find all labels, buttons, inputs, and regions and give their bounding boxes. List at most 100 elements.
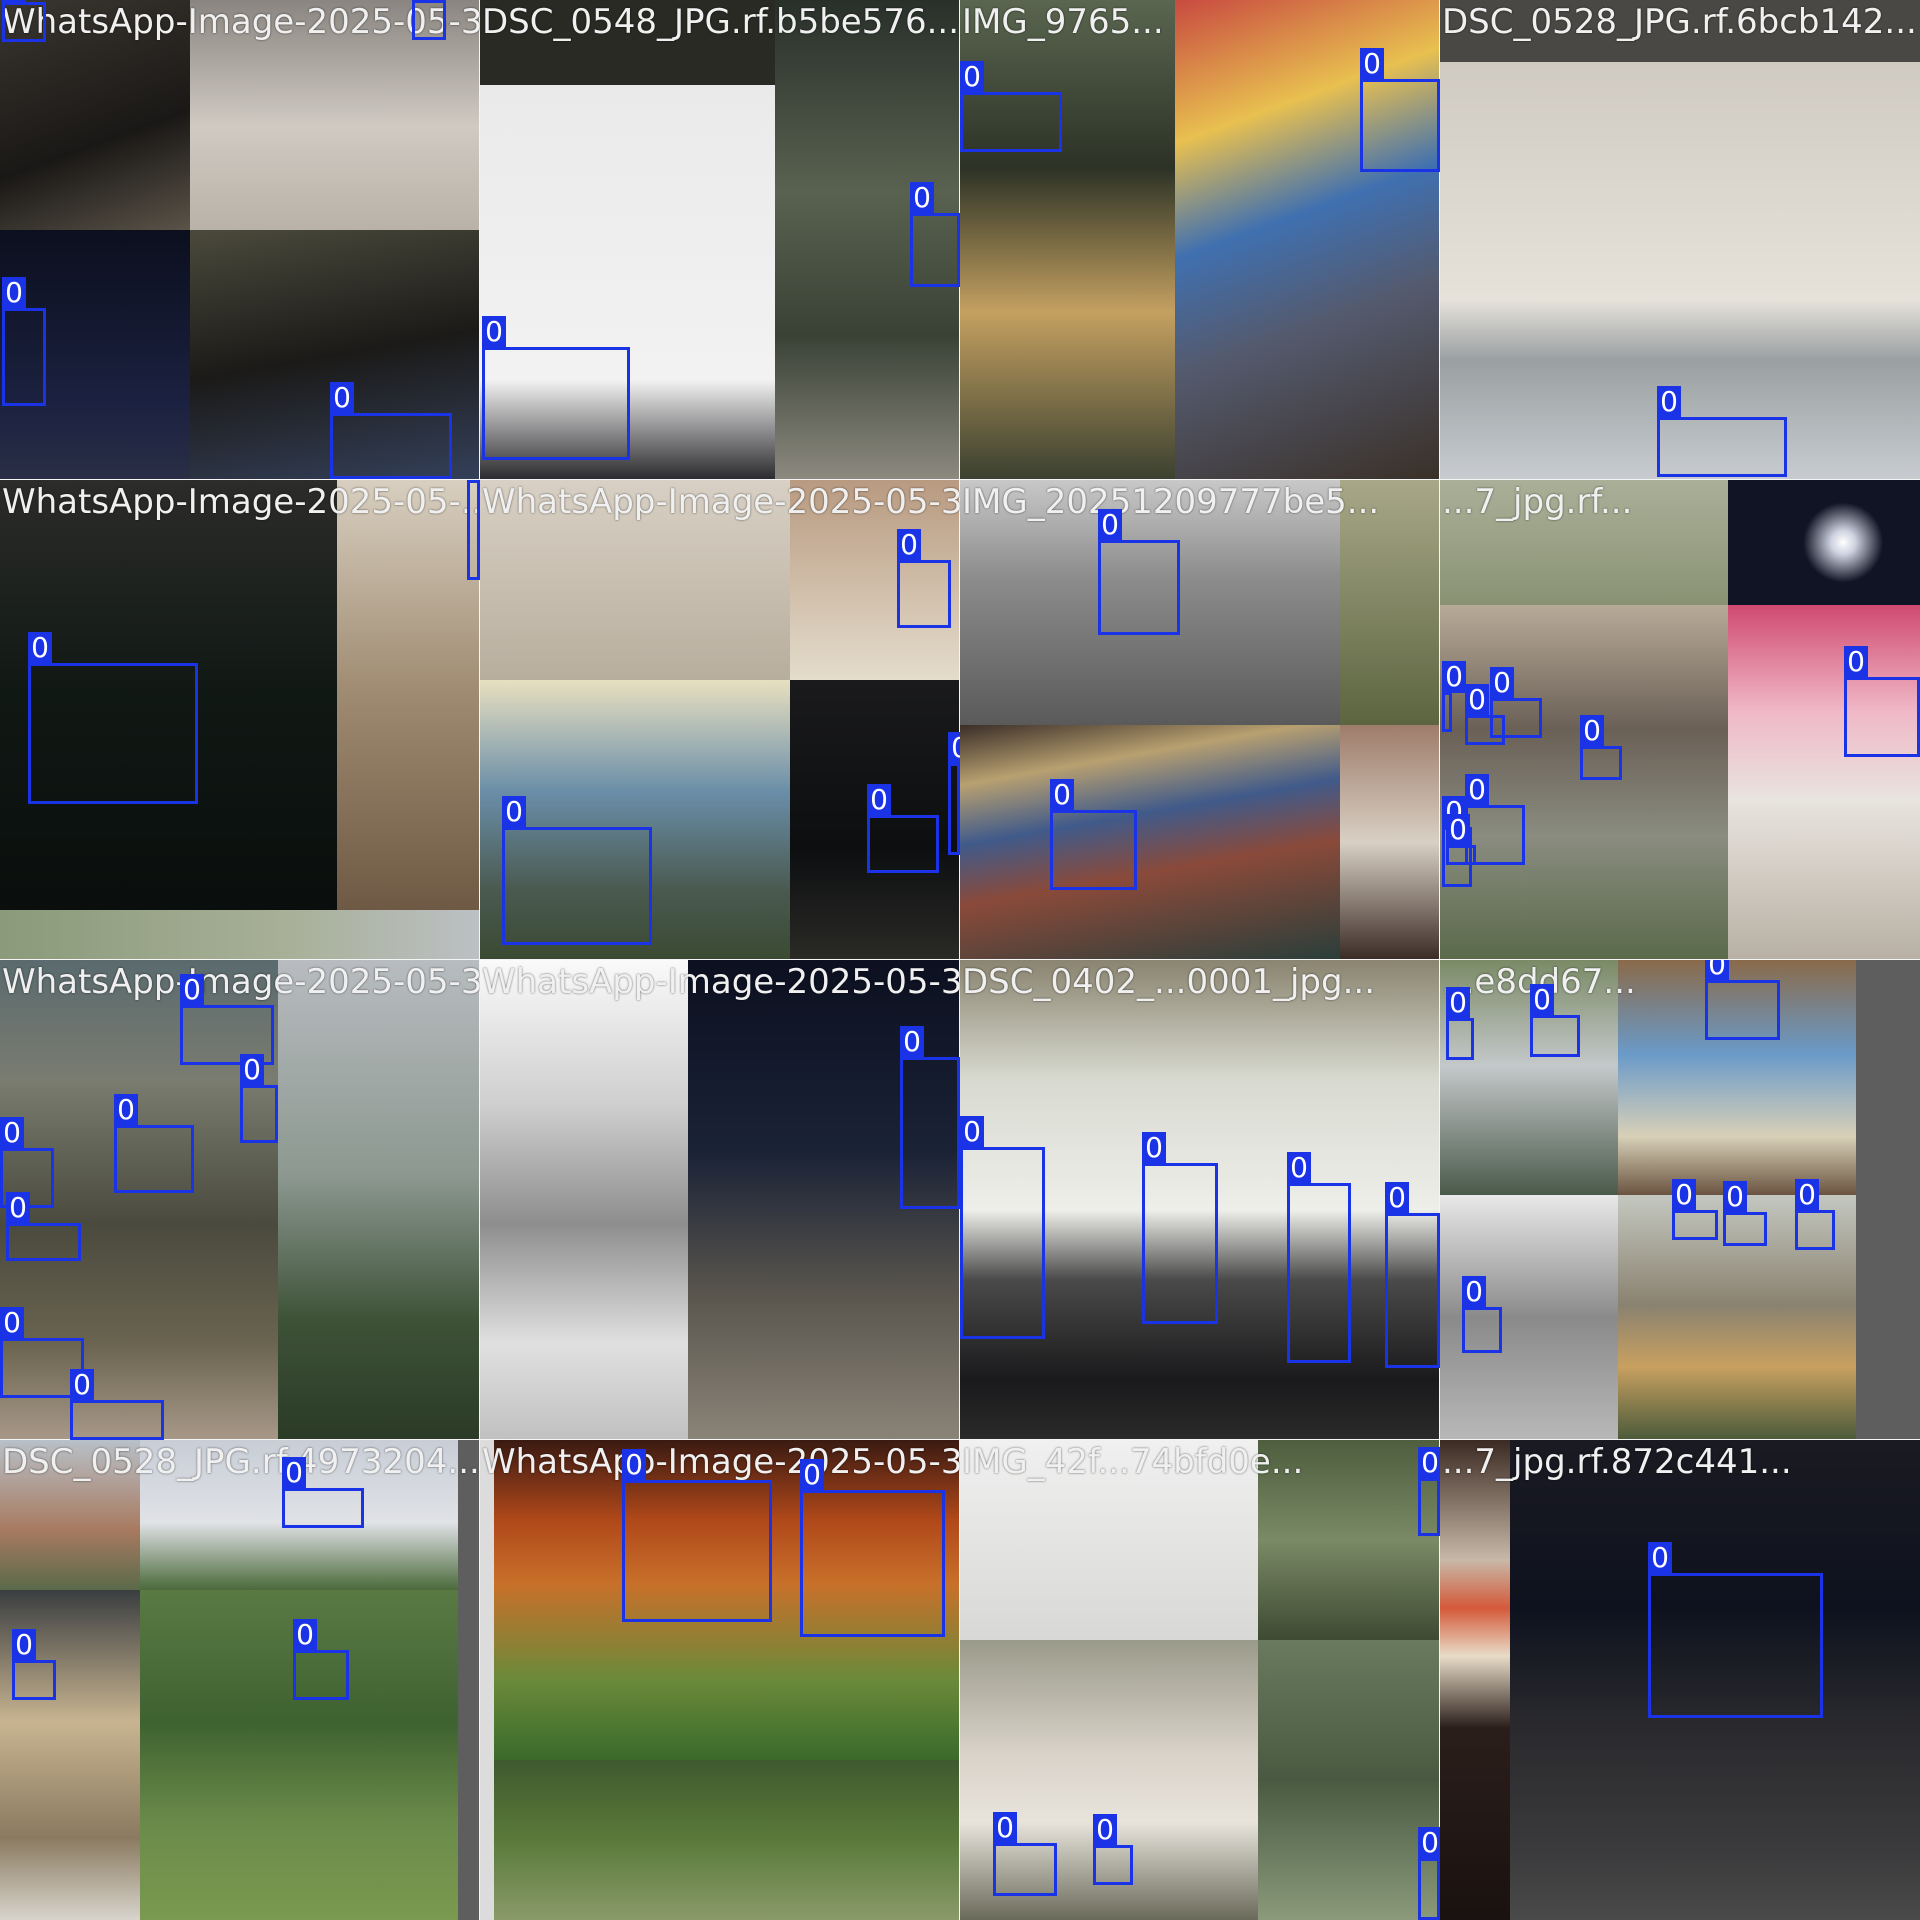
mosaic-tile: WhatsApp-Image-2025-05-30-at-... 0 0 bbox=[479, 1439, 961, 1920]
detection-box: 0 bbox=[2, 0, 46, 42]
class-label: 0 bbox=[948, 732, 960, 764]
detection-box: 0 bbox=[1050, 779, 1137, 890]
mosaic-tile: DSC_0528_JPG.rf.4973204... 0 0 0 bbox=[0, 1439, 481, 1920]
detection-box: 0 bbox=[960, 1116, 1045, 1339]
class-label: 0 bbox=[330, 382, 354, 414]
class-label: 0 bbox=[0, 1117, 24, 1149]
detection-box: 0 bbox=[12, 1629, 56, 1700]
detection-box: 0 bbox=[240, 1054, 278, 1143]
class-label: 0 bbox=[1446, 814, 1470, 846]
class-label: 0 bbox=[993, 1812, 1017, 1844]
class-label: 0 bbox=[1530, 984, 1554, 1016]
detection-box: 0 bbox=[867, 784, 939, 873]
mosaic-tile: WhatsApp-Image-2025-05-30-at-... 0 0 0 0 bbox=[479, 479, 961, 961]
class-label: 0 bbox=[1648, 1542, 1672, 1574]
class-label: 0 bbox=[114, 1094, 138, 1126]
mosaic-tile: ...7_jpg.rf.872c441... 0 bbox=[1439, 1439, 1920, 1920]
mosaic-tile: DSC_0548_JPG.rf.b5be576... 0 0 bbox=[479, 0, 961, 481]
detection-box: 0 bbox=[114, 1094, 194, 1193]
class-label: 0 bbox=[960, 61, 984, 93]
detection-box: 0 bbox=[900, 1026, 960, 1209]
class-label: 0 bbox=[2, 277, 26, 309]
class-label: 0 bbox=[800, 1459, 824, 1491]
class-label: 0 bbox=[1490, 667, 1514, 699]
class-label: 0 bbox=[1723, 1181, 1747, 1213]
class-label: 0 bbox=[622, 1449, 646, 1481]
class-label: 0 bbox=[6, 1192, 30, 1224]
detection-box: 0 bbox=[960, 61, 1062, 152]
class-label: 0 bbox=[1442, 661, 1466, 693]
detection-box: 0 bbox=[1360, 48, 1440, 172]
mosaic-tile: DSC_0402_...0001_jpg... 0 0 0 0 bbox=[959, 959, 1441, 1441]
mosaic-tile: WhatsApp-Image-2025-05-30-at-... 0 0 0 0 bbox=[0, 0, 481, 481]
class-label: 0 bbox=[1446, 987, 1470, 1019]
detection-box: 0 bbox=[1844, 646, 1920, 757]
class-label: 0 bbox=[1142, 1132, 1166, 1164]
class-label: 0 bbox=[28, 632, 52, 664]
mosaic-tile: WhatsApp-Image-2025-05-30-... 0 0 0 0 0 … bbox=[0, 959, 481, 1441]
class-label: 0 bbox=[960, 1116, 984, 1148]
detection-box: 0 bbox=[467, 480, 480, 580]
class-label: 0 bbox=[867, 784, 891, 816]
detection-box: 0 bbox=[1705, 960, 1780, 1040]
class-label: 0 bbox=[1098, 509, 1122, 541]
class-label: 0 bbox=[1287, 1152, 1311, 1184]
detection-box: 0 bbox=[910, 182, 960, 287]
detection-box: 0 bbox=[70, 1369, 164, 1440]
detection-box: 0 bbox=[1580, 715, 1622, 780]
class-label: 0 bbox=[897, 529, 921, 561]
class-label: 0 bbox=[467, 480, 480, 481]
class-label: 0 bbox=[1795, 1179, 1819, 1211]
class-label: 0 bbox=[1360, 48, 1384, 80]
class-label: 0 bbox=[0, 1307, 24, 1339]
detection-box: 0 bbox=[1462, 1276, 1502, 1353]
detection-box: 0 bbox=[293, 1619, 349, 1700]
detection-box: 0 bbox=[948, 732, 960, 855]
detection-box: 0 bbox=[1648, 1542, 1823, 1718]
class-label: 0 bbox=[482, 316, 506, 348]
detection-box: 0 bbox=[6, 1192, 81, 1261]
mosaic-tile: ...e8dd67... 0 0 0 0 0 0 0 bbox=[1439, 959, 1920, 1441]
class-label: 0 bbox=[900, 1026, 924, 1058]
class-label: 0 bbox=[1050, 779, 1074, 811]
detection-box: 0 bbox=[1672, 1179, 1718, 1240]
class-label: 0 bbox=[910, 182, 934, 214]
class-label: 0 bbox=[1462, 1276, 1486, 1308]
class-label: 0 bbox=[1844, 646, 1868, 678]
class-label: 0 bbox=[70, 1369, 94, 1401]
class-label: 0 bbox=[1705, 960, 1729, 981]
detection-box: 0 bbox=[1418, 1447, 1440, 1536]
detection-box: 0 bbox=[1093, 1814, 1133, 1885]
detection-box: 0 bbox=[1446, 814, 1476, 865]
class-label: 0 bbox=[1093, 1814, 1117, 1846]
detection-box: 0 bbox=[1490, 667, 1542, 738]
detection-box: 0 bbox=[1795, 1179, 1835, 1250]
detection-box: 0 bbox=[1098, 509, 1180, 635]
class-label: 0 bbox=[502, 796, 526, 828]
detection-box: 0 bbox=[1530, 984, 1580, 1057]
detection-box: 0 bbox=[502, 796, 652, 945]
detection-box: 0 bbox=[1446, 987, 1474, 1060]
detection-box: 0 bbox=[482, 316, 630, 460]
class-label: 0 bbox=[240, 1054, 264, 1086]
mosaic-tile: IMG_9765... 0 0 bbox=[959, 0, 1441, 481]
detection-box: 0 bbox=[282, 1457, 364, 1528]
detection-box: 0 bbox=[0, 1307, 84, 1398]
detection-box: 0 bbox=[1287, 1152, 1351, 1363]
detection-box: 0 bbox=[330, 382, 452, 479]
class-label: 0 bbox=[1418, 1827, 1440, 1859]
detection-box: 0 bbox=[412, 0, 446, 40]
class-label: 0 bbox=[1418, 1447, 1440, 1479]
detection-box: 0 bbox=[993, 1812, 1057, 1896]
detection-box: 0 bbox=[2, 277, 46, 406]
class-label: 0 bbox=[293, 1619, 317, 1651]
detection-box: 0 bbox=[28, 632, 198, 804]
class-label: 0 bbox=[1672, 1179, 1696, 1211]
class-label: 0 bbox=[1657, 386, 1681, 418]
mosaic-tile: WhatsApp-Image-2025-05-... 0 0 bbox=[0, 479, 481, 961]
detection-box: 0 bbox=[1418, 1827, 1440, 1920]
class-label: 0 bbox=[1385, 1182, 1409, 1214]
class-label: 0 bbox=[282, 1457, 306, 1489]
class-label: 0 bbox=[1465, 684, 1489, 716]
